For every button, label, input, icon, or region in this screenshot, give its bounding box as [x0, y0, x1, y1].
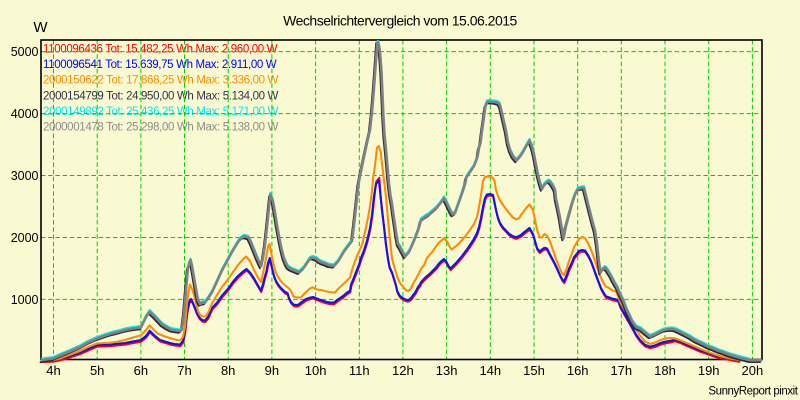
svg-text:10h: 10h	[305, 363, 327, 378]
svg-text:19h: 19h	[698, 363, 720, 378]
svg-text:1000: 1000	[11, 293, 39, 307]
svg-text:14h: 14h	[479, 363, 501, 378]
svg-text:4h: 4h	[46, 363, 60, 378]
svg-text:6h: 6h	[134, 363, 148, 378]
svg-text:SunnyReport pinxit: SunnyReport pinxit	[708, 386, 798, 398]
svg-text:18h: 18h	[654, 363, 676, 378]
svg-text:2000149892 Tot: 25.436,25 Wh M: 2000149892 Tot: 25.436,25 Wh Max: 5.171,…	[43, 106, 279, 118]
svg-text:12h: 12h	[392, 363, 414, 378]
svg-text:1100096436 Tot: 15.482,25 Wh M: 1100096436 Tot: 15.482,25 Wh Max: 2.960,…	[43, 44, 278, 56]
svg-text:Wechselrichtervergleich vom 15: Wechselrichtervergleich vom 15.06.2015	[283, 12, 517, 28]
svg-text:2000: 2000	[11, 231, 39, 245]
svg-text:3000: 3000	[11, 169, 39, 183]
svg-text:17h: 17h	[610, 363, 632, 378]
svg-text:11h: 11h	[349, 363, 370, 378]
svg-text:7h: 7h	[177, 363, 191, 378]
svg-text:13h: 13h	[436, 363, 458, 378]
svg-text:8h: 8h	[221, 363, 235, 378]
svg-text:5000: 5000	[11, 45, 39, 59]
svg-text:5h: 5h	[90, 363, 104, 378]
svg-text:4000: 4000	[11, 107, 39, 121]
svg-text:16h: 16h	[567, 363, 589, 378]
svg-text:W: W	[33, 19, 48, 36]
svg-text:2000150622 Tot: 17.868,25 Wh M: 2000150622 Tot: 17.868,25 Wh Max: 3.336,…	[43, 75, 279, 87]
svg-text:1100096541 Tot: 15.639,75 Wh M: 1100096541 Tot: 15.639,75 Wh Max: 2.911,…	[43, 59, 277, 71]
svg-text:2000154799 Tot: 24.950,00 Wh M: 2000154799 Tot: 24.950,00 Wh Max: 5.134,…	[43, 90, 279, 102]
svg-text:15h: 15h	[523, 363, 545, 378]
svg-text:20h: 20h	[742, 363, 764, 378]
svg-text:9h: 9h	[265, 363, 279, 378]
svg-text:2000001478 Tot: 25.298,00 Wh M: 2000001478 Tot: 25.298,00 Wh Max: 5.138,…	[43, 122, 279, 134]
